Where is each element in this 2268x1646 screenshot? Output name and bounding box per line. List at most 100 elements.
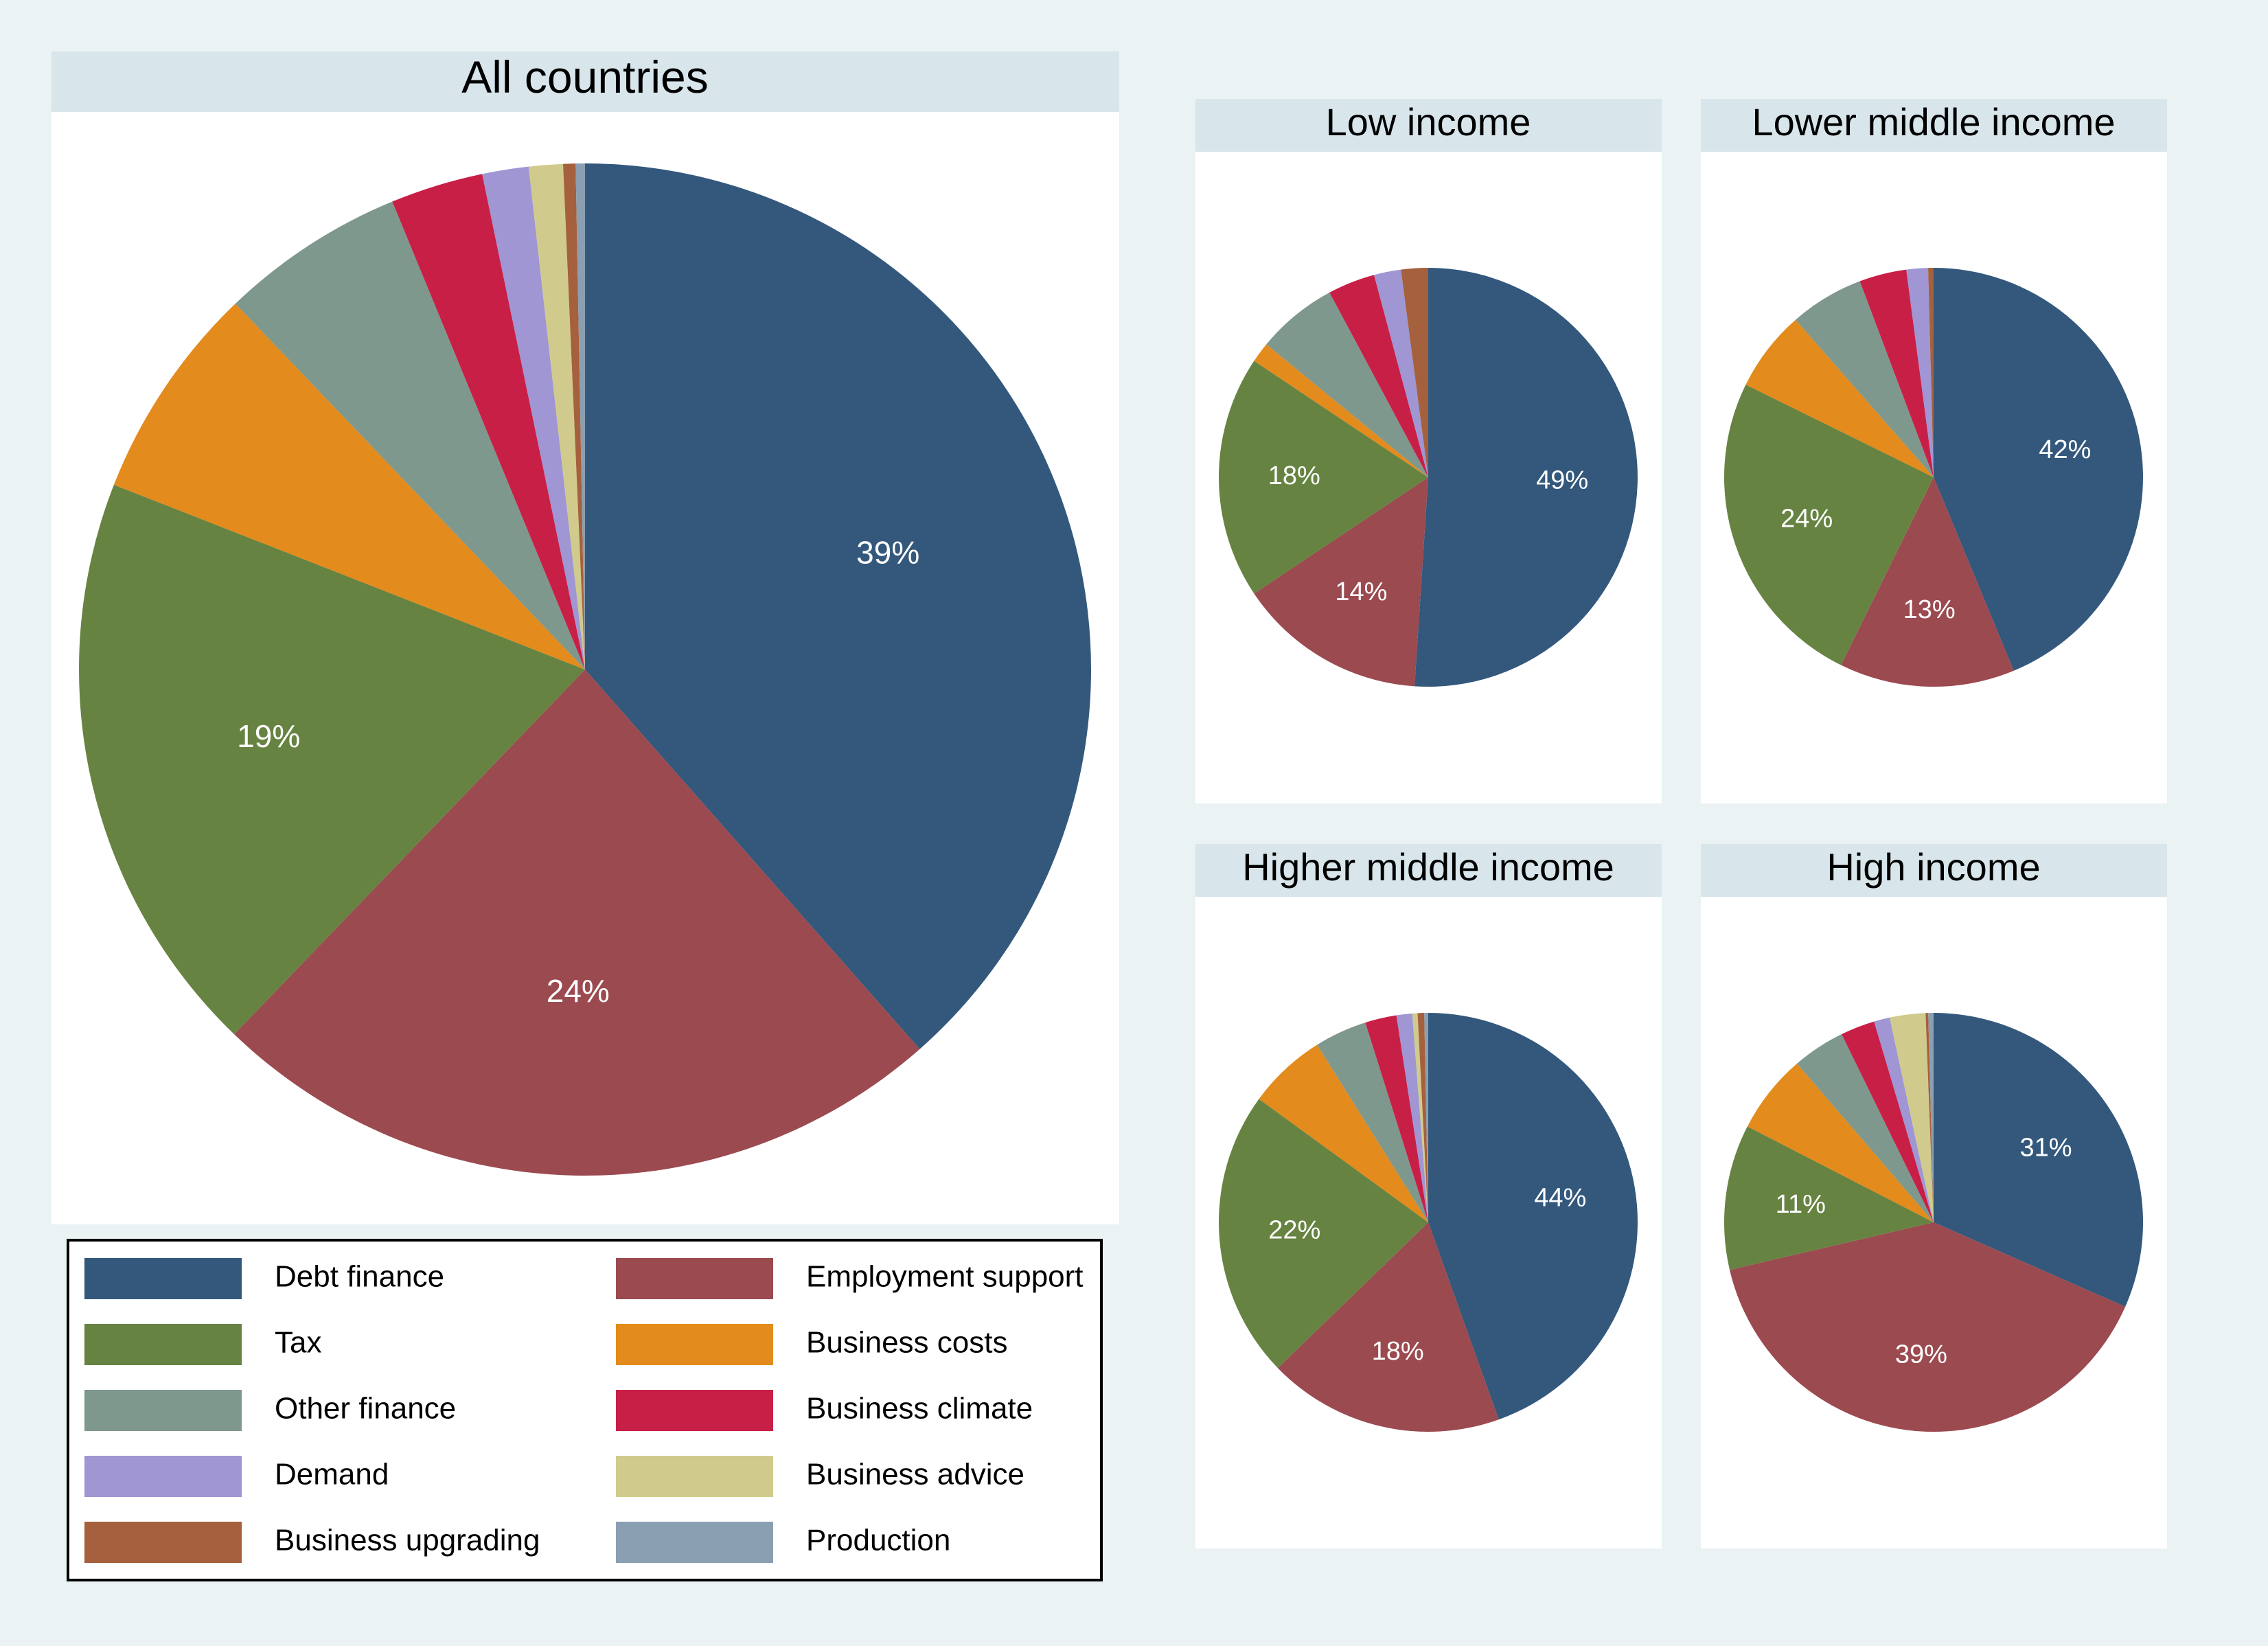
panel-title-strip (1701, 99, 2167, 152)
data-label: 31% (2019, 1133, 2072, 1162)
data-label: 49% (1536, 466, 1588, 494)
pie-slice-employment-support (1277, 1222, 1499, 1432)
data-label: 11% (1776, 1190, 1826, 1219)
data-label: 39% (1895, 1340, 1947, 1369)
pie-slice-demand (1396, 1013, 1428, 1222)
pie-slice-business-climate (1859, 269, 1934, 477)
data-label: 18% (1268, 461, 1320, 490)
legend-label: Business climate (806, 1392, 1033, 1426)
pie-slice-employment-support (1729, 1222, 2126, 1432)
legend-swatch (84, 1456, 242, 1497)
panel-title: Low income (1326, 100, 1531, 144)
legend-swatch (84, 1324, 242, 1365)
legend-label: Business advice (806, 1458, 1024, 1491)
legend-label: Production (806, 1524, 950, 1557)
pie-slice-business-costs (1254, 344, 1428, 477)
pie-slice-production (575, 163, 585, 670)
panel-title: Higher middle income (1242, 845, 1614, 889)
pie-slice-employment-support (234, 670, 920, 1176)
pie-slice-business-advice (1890, 1013, 1934, 1222)
legend-label: Tax (275, 1326, 321, 1360)
data-label: 24% (547, 973, 610, 1009)
pie-slice-business-costs (1259, 1044, 1428, 1222)
pie-slice-business-upgrading (1925, 1013, 1934, 1222)
pie-slice-business-climate (1329, 275, 1428, 477)
pie-slice-debt-finance (1414, 268, 1638, 687)
pie-slice-business-climate (1842, 1021, 1934, 1222)
pie-slice-demand (1874, 1017, 1934, 1222)
pie-slice-demand (1374, 269, 1428, 477)
legend-label: Business upgrading (275, 1524, 540, 1557)
data-label: 24% (1780, 505, 1833, 534)
panel-title: High income (1826, 845, 2040, 889)
panel-high-income: High income 31% 39% 11% (1701, 844, 2167, 1548)
pie-slice-other-finance (1796, 1034, 1934, 1222)
pie-slice-business-advice (1412, 1013, 1428, 1222)
pie-high-income: 31% 39% 11% (1723, 1013, 2144, 1432)
pie-slice-tax (1723, 1126, 1934, 1270)
pie-slice-business-upgrading (1928, 267, 1934, 477)
legend-label: Business costs (806, 1326, 1007, 1360)
pie-lower-middle-income: 42% 13% 24% (1723, 267, 2143, 687)
legend-swatch (84, 1390, 242, 1431)
pie-higher-middle-income: 44% 18% 22% (1219, 1013, 1638, 1432)
legend-label: Debt finance (275, 1260, 444, 1294)
legend: Debt finance Employment support Tax Busines… (67, 1239, 1103, 1581)
pie-slice-business-upgrading (1401, 268, 1428, 477)
pie-slice-debt-finance (585, 163, 1091, 1049)
panel-title: Lower middle income (1752, 100, 2115, 144)
pie-slice-other-finance (235, 201, 585, 670)
pie-slice-production (1424, 1013, 1428, 1222)
legend-swatch (616, 1324, 773, 1365)
data-label: 14% (1335, 578, 1387, 606)
pie-slice-business-climate (392, 174, 585, 670)
pie-slice-tax (79, 484, 585, 1035)
pie-slice-employment-support (1841, 477, 2014, 687)
pie-all-countries: 39% 24% 19% (79, 163, 1091, 1176)
data-label: 22% (1268, 1216, 1320, 1245)
legend-swatch (616, 1390, 773, 1431)
legend-label: Other finance (275, 1392, 456, 1426)
pie-slice-production (1928, 1013, 1934, 1222)
pie-slice-business-costs (1745, 319, 1934, 477)
pie-slice-debt-finance (1934, 1013, 2144, 1307)
pie-slice-business-upgrading (1417, 1013, 1428, 1222)
pie-low-income: 49% 14% 18% (1218, 268, 1638, 687)
data-label: 42% (2039, 435, 2091, 464)
panel-low-income: Low income 49% 14% 18% (1195, 99, 1662, 803)
panel-lower-middle-income: Lower middle income 42% 13% 24% (1701, 99, 2167, 803)
pie-slice-other-finance (1266, 293, 1428, 477)
pie-slice-business-advice (528, 163, 585, 670)
legend-swatch (616, 1522, 773, 1563)
data-label: 44% (1534, 1184, 1586, 1213)
panel-title-strip (1195, 844, 1662, 897)
pie-slice-demand (482, 166, 585, 670)
pie-slice-other-finance (1317, 1022, 1428, 1222)
data-label: 39% (856, 534, 919, 570)
panel-title-strip (1701, 844, 2167, 897)
pie-slice-business-upgrading (563, 163, 585, 670)
legend-swatch (84, 1258, 242, 1299)
pie-slice-employment-support (1254, 477, 1428, 687)
data-label: 19% (237, 718, 300, 754)
panel-title-strip (1195, 99, 1662, 152)
legend-swatch (616, 1258, 773, 1299)
panel-higher-middle-income: Higher middle income 44% 18% 22% (1195, 844, 1662, 1548)
pie-slice-debt-finance (1934, 268, 2143, 671)
legend-swatch (84, 1522, 242, 1563)
legend-label: Demand (275, 1458, 389, 1491)
pie-slice-debt-finance (1428, 1013, 1638, 1420)
panel-title-strip (51, 52, 1119, 112)
pie-slice-business-costs (113, 304, 585, 670)
pie-slice-tax (1218, 361, 1428, 594)
data-label: 18% (1372, 1337, 1424, 1366)
panel-title: All countries (461, 52, 709, 102)
panel-all-countries: All countries 39% 24% 19% (51, 52, 1119, 1224)
legend-label: Employment support (806, 1260, 1084, 1294)
pie-slice-business-costs (1747, 1063, 1934, 1222)
pie-slice-other-finance (1795, 281, 1934, 477)
data-label: 13% (1903, 595, 1956, 624)
pie-slice-demand (1906, 268, 1934, 477)
pie-slice-tax (1219, 1099, 1428, 1369)
